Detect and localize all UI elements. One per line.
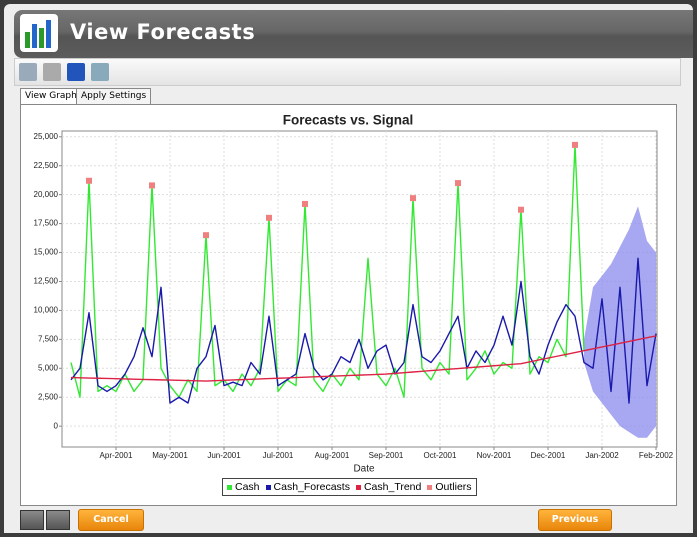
x-tick-label: May-2001 [152,451,188,460]
y-tick-label: 5,000 [38,363,59,372]
y-tick-label: 17,500 [34,219,59,228]
legend: Cash Cash_Forecasts Cash_Trend Outliers [222,478,477,496]
y-tick-label: 15,000 [34,248,59,257]
copy-button[interactable] [19,63,37,81]
export-button[interactable] [91,63,109,81]
x-tick-label: Jan-2002 [585,451,619,460]
y-tick-label: 2,500 [38,392,59,401]
x-tick-label: Apr-2001 [100,451,133,460]
x-tick-label: Jul-2001 [263,451,294,460]
previous-button[interactable]: Previous [538,509,612,531]
outlier-marker [410,195,416,202]
x-tick-label: Sep-2001 [369,451,404,460]
save-button[interactable] [67,63,85,81]
legend-label: Cash [235,481,260,493]
help-button[interactable] [46,510,70,530]
y-tick-label: 7,500 [38,334,59,343]
y-tick-label: 10,000 [34,306,59,315]
legend-swatch [355,484,361,490]
x-tick-label: Aug-2001 [315,451,350,460]
y-tick-label: 0 [54,421,59,430]
y-tick-label: 20,000 [34,190,59,199]
series-line [70,335,657,382]
series-line [70,257,657,404]
y-tick-label: 12,500 [34,277,59,286]
chart-title: Forecasts vs. Signal [283,113,414,128]
x-axis-label: Date [353,464,375,475]
app-icon-graphic [25,20,51,48]
x-tick-label: Jun-2001 [207,451,241,460]
app-icon [20,14,58,52]
legend-item: Cash_Forecasts [265,481,350,493]
y-tick-label: 22,500 [34,161,59,170]
tool-button[interactable] [20,510,44,530]
legend-swatch [427,484,433,490]
outlier-marker [266,214,272,221]
print-button[interactable] [43,63,61,81]
outlier-marker [86,177,92,184]
title-bar: View Forecasts [14,10,693,58]
y-tick-label: 25,000 [34,132,59,141]
series-line [70,144,585,398]
x-tick-label: Nov-2001 [477,451,512,460]
legend-item: Cash [227,481,260,493]
outlier-marker [455,180,461,187]
plot-area [61,130,658,448]
outlier-marker [203,232,209,239]
x-tick-label: Oct-2001 [424,451,457,460]
tab[interactable]: Apply Settings [76,88,152,104]
toolbar [14,58,681,86]
x-tick-label: Dec-2001 [531,451,566,460]
legend-label: Cash_Trend [363,481,422,493]
outlier-marker [149,182,155,189]
legend-swatch [265,484,271,490]
legend-item: Cash_Trend [355,481,422,493]
outlier-marker [572,141,578,148]
legend-label: Outliers [435,481,472,493]
outlier-marker [302,200,308,207]
legend-item: Outliers [427,481,472,493]
outlier-marker [518,206,524,213]
legend-label: Cash_Forecasts [273,481,350,493]
window-title: View Forecasts [70,20,256,44]
cancel-button[interactable]: Cancel [78,509,144,531]
legend-swatch [227,484,232,490]
x-tick-label: Feb-2002 [639,451,674,460]
